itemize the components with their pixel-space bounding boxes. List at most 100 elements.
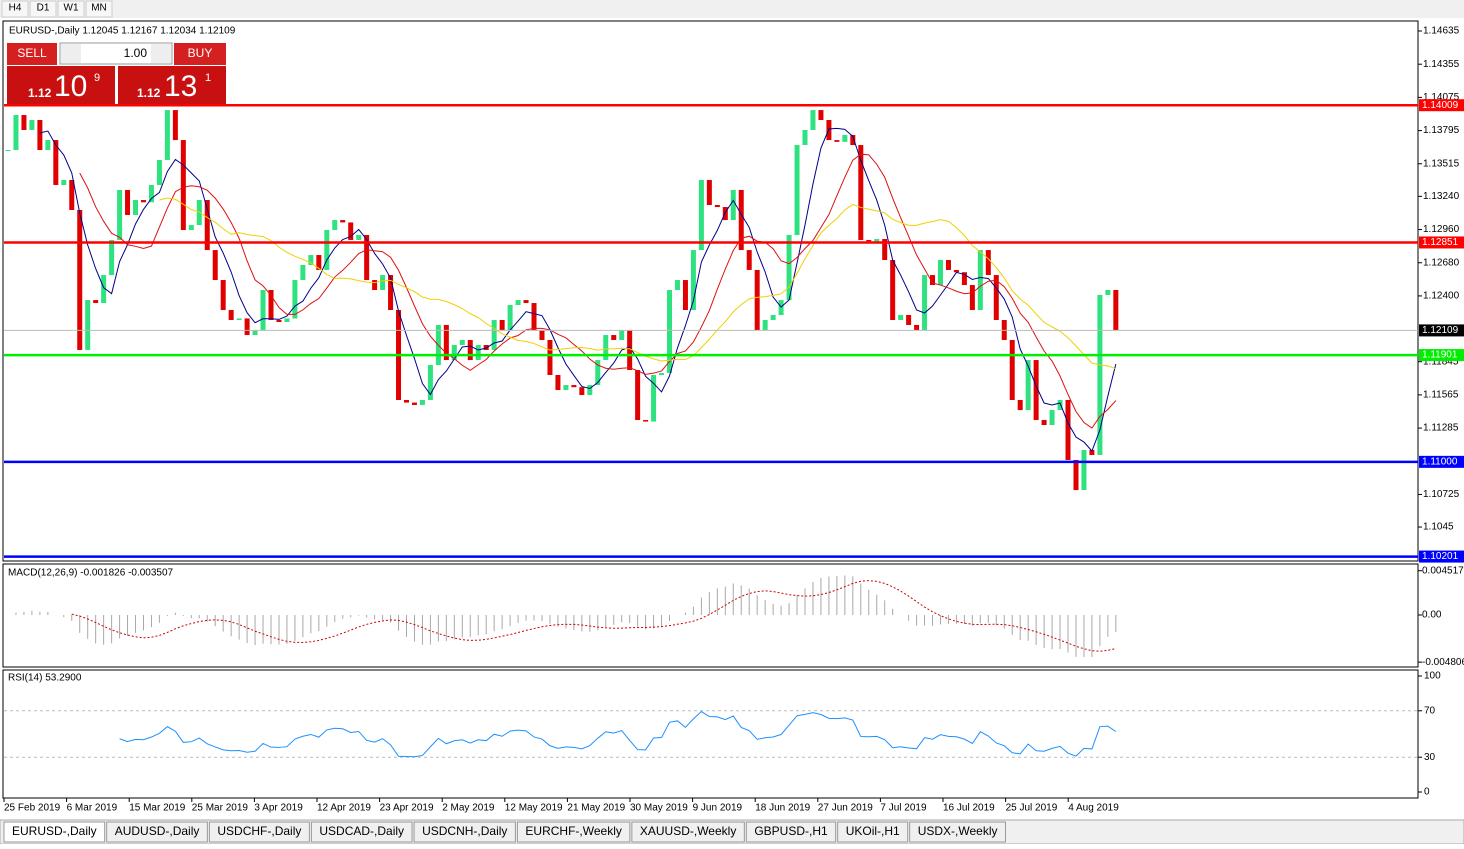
candle — [914, 324, 920, 331]
y-tick-label: 1.11285 — [1423, 423, 1459, 434]
y-tick-label: 1.13795 — [1423, 125, 1460, 136]
candle — [29, 120, 35, 130]
sell-button[interactable] — [7, 43, 57, 65]
candle — [117, 189, 123, 240]
candle — [316, 255, 322, 270]
candle — [1041, 420, 1047, 425]
candle — [125, 189, 131, 215]
chart-tab[interactable] — [516, 821, 631, 843]
chart-tab-label[interactable]: XAUUSD-,Weekly — [640, 824, 736, 838]
moving-average — [159, 197, 1117, 370]
timeframe-button[interactable] — [85, 0, 113, 18]
chart-tab[interactable] — [208, 821, 310, 843]
candle — [85, 300, 91, 350]
y-tick-label: 1.1045 — [1423, 522, 1454, 533]
timeframe-button[interactable] — [29, 0, 57, 18]
candle — [53, 140, 59, 185]
y-tick-label: 0.00 — [1422, 610, 1442, 621]
chart-tab[interactable] — [310, 821, 413, 843]
chart-tab-label[interactable]: USDCAD-,Daily — [319, 824, 404, 838]
lot-down[interactable] — [61, 44, 81, 63]
candle — [1105, 289, 1111, 295]
candle — [611, 335, 617, 341]
buy-label[interactable]: BUY — [188, 46, 213, 60]
level-label-bg — [1419, 455, 1464, 468]
chart-tab-label[interactable]: EURCHF-,Weekly — [525, 824, 621, 838]
candle — [874, 239, 880, 242]
x-tick-label: 2 May 2019 — [442, 803, 495, 814]
chart-tab[interactable] — [413, 821, 516, 843]
candle — [563, 385, 569, 391]
candle — [292, 280, 298, 319]
candle — [667, 289, 673, 373]
timeframe-label[interactable]: H4 — [9, 3, 22, 14]
timeframe-label[interactable]: D1 — [37, 3, 50, 14]
candle — [427, 365, 433, 400]
candle — [1113, 289, 1119, 331]
chart-tab[interactable] — [631, 821, 745, 843]
sell-price-big-figure: 1.12 — [28, 86, 52, 100]
y-tick-label: 0 — [1424, 787, 1430, 798]
timeframe-label[interactable]: W1 — [64, 3, 79, 14]
y-tick-label: 1.12680 — [1423, 257, 1460, 268]
x-tick-label: 16 Jul 2019 — [943, 803, 995, 814]
buy-price-box[interactable] — [118, 66, 226, 106]
candle — [706, 179, 712, 206]
chart-tab-label[interactable]: AUDUSD-,Daily — [115, 824, 200, 838]
candle — [475, 344, 481, 361]
chart-tab-label[interactable]: USDX-,Weekly — [918, 824, 998, 838]
chart-tab-label[interactable]: USDCHF-,Daily — [217, 824, 301, 838]
x-tick-label: 23 Apr 2019 — [380, 803, 434, 814]
sell-price-box[interactable] — [7, 66, 115, 106]
level-label: 1.12851 — [1422, 237, 1459, 248]
candle — [659, 372, 665, 375]
candle — [21, 115, 27, 130]
chart-tab[interactable] — [3, 821, 106, 843]
timeframe-button[interactable] — [1, 0, 29, 18]
lot-value[interactable]: 1.00 — [124, 46, 148, 60]
level-label: 1.14009 — [1422, 100, 1459, 111]
candle — [140, 200, 146, 203]
moving-average — [39, 127, 1117, 452]
candle — [268, 289, 274, 320]
candle — [906, 315, 912, 325]
buy-button[interactable] — [174, 43, 226, 65]
candle — [1089, 450, 1095, 455]
lot-up[interactable] — [151, 44, 171, 63]
chart-tab[interactable] — [106, 821, 208, 843]
y-tick-label: 1.14635 — [1423, 26, 1460, 37]
candle — [682, 280, 688, 311]
candle — [898, 315, 904, 320]
chart-tab-label[interactable]: USDCNH-,Daily — [422, 824, 507, 838]
y-tick-label: 0.004517 — [1422, 565, 1464, 576]
candle — [1033, 360, 1039, 421]
timeframe-button[interactable] — [57, 0, 85, 18]
sell-label[interactable]: SELL — [17, 46, 47, 60]
candle — [164, 110, 170, 160]
candle — [109, 239, 115, 276]
macd-signal — [71, 580, 1116, 652]
candle — [890, 260, 896, 320]
buy-price-pips: 13 — [164, 70, 197, 103]
level-label-bg — [1419, 236, 1464, 249]
level-label: 1.11901 — [1422, 350, 1458, 361]
candle — [45, 140, 51, 151]
lot-box[interactable] — [59, 42, 173, 65]
candle — [451, 344, 457, 361]
y-tick-label: 1.10725 — [1423, 489, 1460, 500]
chart-tab-label[interactable]: EURUSD-,Daily — [12, 824, 97, 838]
candle — [937, 260, 943, 286]
candle — [794, 145, 800, 235]
chart-tab-label[interactable]: GBPUSD-,H1 — [754, 824, 828, 838]
candle — [961, 272, 967, 286]
x-tick-label: 15 Mar 2019 — [129, 803, 186, 814]
timeframe-label[interactable]: MN — [91, 3, 107, 14]
candle — [587, 385, 593, 396]
chart-tab[interactable] — [909, 821, 1006, 843]
candle — [762, 319, 768, 331]
candle — [579, 387, 585, 396]
chart-tab-label[interactable]: UKOil-,H1 — [846, 824, 900, 838]
chart-tab[interactable] — [837, 821, 909, 843]
chart-tab[interactable] — [745, 821, 837, 843]
candle — [1097, 294, 1103, 455]
